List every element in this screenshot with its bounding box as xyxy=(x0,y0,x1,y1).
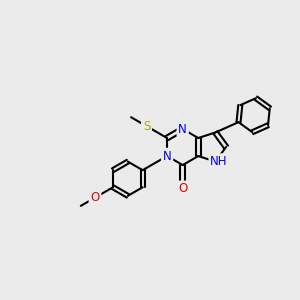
Text: O: O xyxy=(90,191,100,204)
Text: S: S xyxy=(143,120,150,133)
Text: N: N xyxy=(163,149,172,163)
Text: O: O xyxy=(178,182,187,195)
Text: N: N xyxy=(178,122,187,136)
Text: NH: NH xyxy=(210,155,228,168)
